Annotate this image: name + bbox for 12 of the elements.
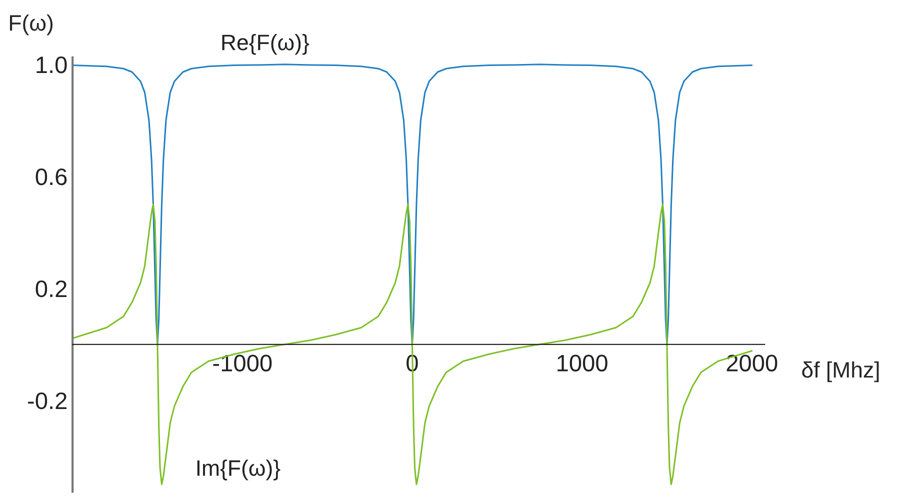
x-tick-label: 2000 [726, 354, 778, 372]
y-tick-label: 0.2 [36, 280, 67, 298]
y-tick-label: -0.2 [28, 392, 67, 410]
x-tick-label: -1000 [213, 354, 272, 372]
x-tick-label: 1000 [558, 354, 608, 372]
y-axis-title: F(ω) [10, 14, 53, 36]
series-label: Re{F(ω)} [222, 34, 310, 55]
line-series [72, 64, 753, 346]
x-axis-title: δf [Mhz] [802, 361, 879, 382]
y-tick-label: 0.6 [36, 168, 67, 186]
y-tick-label: 1.0 [36, 56, 67, 74]
series-label: Im{F(ω)} [197, 460, 280, 480]
